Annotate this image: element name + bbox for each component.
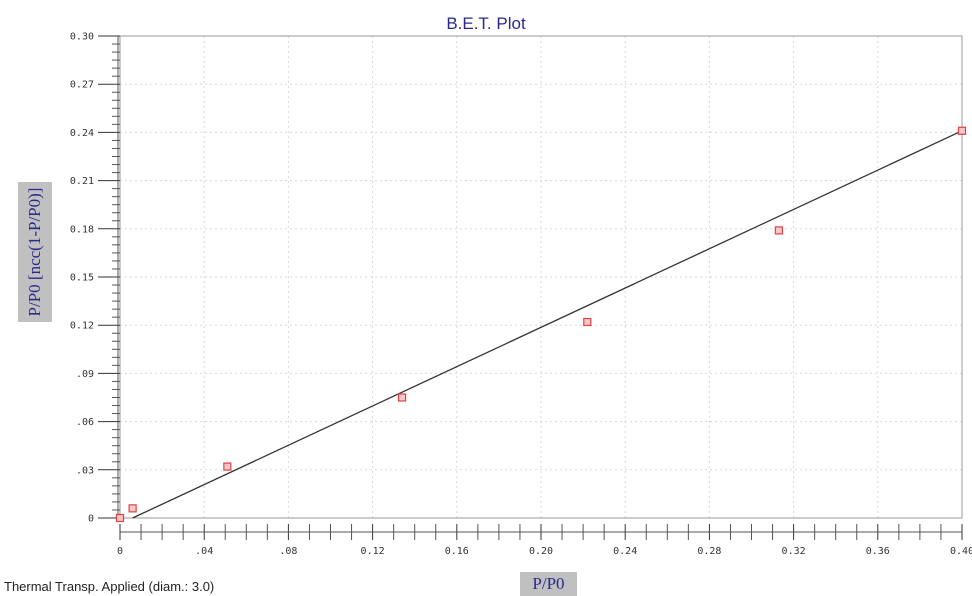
chart-title: B.E.T. Plot xyxy=(446,14,526,33)
y-tick-label: 0.24 xyxy=(70,128,94,139)
x-tick-label: 0 xyxy=(117,546,123,557)
data-point xyxy=(957,126,967,135)
x-tick-label: .08 xyxy=(279,546,297,557)
y-tick-label: 0.30 xyxy=(70,32,94,43)
data-point xyxy=(397,393,407,402)
y-tick-label: .09 xyxy=(76,369,94,380)
y-tick-label: 0.21 xyxy=(70,176,94,187)
x-tick-label: 0.20 xyxy=(529,546,553,557)
y-axis-label-box xyxy=(18,182,52,322)
x-ticks: 0 .04 .08 0.12 0.16 0.20 0.24 0.28 0.32 0.36 0.40 xyxy=(117,524,972,557)
annotation-text: Thermal Transp. Applied (diam.: 3.0) xyxy=(4,579,215,594)
y-axis-label: P/P0 [ncc(1-P/P0)] xyxy=(25,187,44,317)
x-tick-label: 0.12 xyxy=(361,546,385,557)
x-tick-label: .04 xyxy=(195,546,213,557)
x-axis-label: P/P0 xyxy=(520,572,577,596)
y-tick-label: 0.18 xyxy=(70,224,94,235)
y-tick-label: .06 xyxy=(76,417,94,428)
data-point xyxy=(583,317,592,327)
x-tick-label: 0.40 xyxy=(950,546,972,557)
y-tick-label: 0.15 xyxy=(70,273,94,284)
y-tick-label: 0.27 xyxy=(70,80,94,91)
y-ticks: 0 .03 .06 .09 0.12 0.15 0.18 0.21 0.24 0.27 0.30 xyxy=(70,32,120,525)
y-tick-label: 0.12 xyxy=(70,321,94,332)
data-point xyxy=(774,226,783,235)
x-tick-label: 0.16 xyxy=(445,546,469,557)
x-tick-label: 0.28 xyxy=(697,546,721,557)
data-point xyxy=(223,462,232,471)
grid xyxy=(120,36,962,518)
fit-line-group xyxy=(132,130,963,519)
y-tick-label: 0 xyxy=(88,514,94,525)
data-points xyxy=(115,126,967,523)
y-tick-label: .03 xyxy=(76,465,94,476)
x-tick-label: 0.24 xyxy=(613,546,637,557)
data-point xyxy=(115,513,125,523)
x-tick-label: 0.32 xyxy=(782,546,806,557)
data-point xyxy=(128,504,137,513)
fit-line xyxy=(132,130,963,519)
x-tick-label: 0.36 xyxy=(866,546,890,557)
